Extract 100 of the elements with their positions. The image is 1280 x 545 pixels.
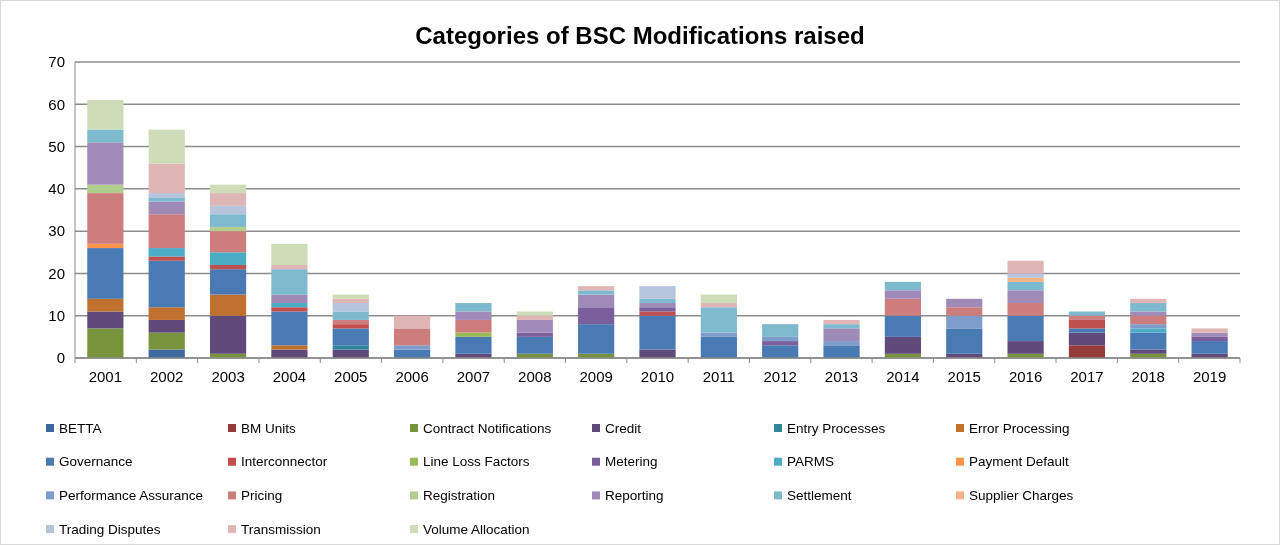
legend-label: BM Units	[241, 420, 297, 436]
bar	[209, 231, 247, 253]
legend-label: Trading Disputes	[59, 521, 161, 537]
bar	[332, 311, 369, 320]
bar	[148, 197, 185, 202]
x-tick-label: 2008	[518, 368, 552, 385]
bar	[1191, 332, 1228, 337]
bar	[578, 307, 615, 325]
bar	[332, 319, 369, 325]
bar	[823, 328, 860, 342]
legend-label: Governance	[59, 454, 133, 470]
x-tick-label: 2014	[886, 368, 920, 385]
bar	[1191, 328, 1228, 333]
bar	[209, 193, 247, 206]
x-tick-label: 2018	[1131, 368, 1165, 385]
bar	[639, 286, 676, 299]
bar	[271, 307, 308, 312]
bar	[1007, 290, 1044, 304]
bar	[1130, 324, 1167, 329]
bar	[209, 205, 247, 215]
legend-label: Supplier Charges	[969, 488, 1074, 504]
bar	[148, 332, 185, 350]
legend-label: Credit	[605, 420, 642, 436]
legend-label: BETTA	[59, 420, 102, 436]
bar	[516, 319, 553, 333]
bar	[1130, 332, 1167, 350]
bar	[455, 332, 492, 337]
x-tick-label: 2007	[456, 368, 491, 385]
bar	[884, 298, 921, 316]
bar	[1068, 332, 1106, 346]
bar	[1068, 311, 1106, 316]
bar	[762, 345, 799, 358]
bar	[516, 336, 553, 354]
bar	[1130, 311, 1167, 316]
x-tick-label: 2002	[150, 368, 184, 385]
bar	[1130, 315, 1167, 325]
bar	[148, 307, 185, 320]
bar	[1007, 277, 1044, 282]
bar	[1068, 319, 1106, 329]
x-tick-label: 2015	[947, 368, 981, 385]
x-tick-label: 2004	[272, 368, 307, 385]
y-tick-label: 10	[48, 306, 65, 324]
bar	[209, 214, 247, 227]
bar	[87, 142, 124, 185]
bar	[271, 345, 308, 350]
x-tick-label: 2009	[579, 368, 613, 385]
y-tick-label: 20	[48, 264, 65, 282]
legend-label: Settlement	[787, 488, 852, 504]
bar	[455, 303, 492, 312]
bar	[271, 269, 308, 295]
legend-label: Interconnector	[241, 454, 328, 470]
bar	[516, 332, 553, 337]
bar	[87, 184, 124, 194]
bar	[87, 328, 124, 358]
bar	[946, 328, 983, 354]
bar	[1130, 298, 1167, 304]
bar	[332, 298, 369, 304]
bar	[884, 290, 921, 299]
x-tick-label: 2019	[1192, 368, 1227, 385]
bar	[946, 307, 983, 316]
bar	[271, 243, 308, 265]
bar	[209, 226, 247, 232]
y-tick-label: 40	[48, 180, 65, 198]
bar	[148, 319, 185, 333]
bar	[639, 311, 676, 316]
legend-label: Payment Default	[969, 454, 1070, 470]
bar	[516, 311, 553, 316]
bar	[148, 163, 185, 194]
x-tick-label: 2016	[1008, 368, 1043, 385]
bar	[1007, 260, 1044, 274]
bar	[1007, 303, 1044, 316]
bar	[578, 324, 615, 354]
bar	[271, 294, 308, 304]
x-tick-label: 2001	[88, 368, 123, 385]
bar	[823, 341, 860, 346]
legend-label: Line Loss Factors	[423, 454, 530, 470]
legend-label: Contract Notifications	[423, 420, 552, 436]
bar	[271, 264, 308, 270]
bar	[700, 336, 737, 358]
bar	[87, 298, 124, 312]
bar	[332, 328, 369, 346]
bar	[884, 281, 921, 291]
bar	[394, 315, 431, 329]
bar	[209, 264, 247, 270]
bar	[639, 315, 676, 350]
bar	[700, 294, 737, 304]
x-tick-label: 2013	[824, 368, 859, 385]
bar	[578, 286, 615, 291]
bar	[762, 324, 799, 337]
legend-label: Reporting	[605, 488, 664, 504]
y-tick-label: 60	[48, 95, 65, 113]
bar	[1191, 336, 1228, 342]
x-tick-label: 2006	[395, 368, 429, 385]
bar	[271, 303, 308, 308]
bar	[1130, 303, 1167, 312]
bar	[209, 294, 247, 316]
y-tick-label: 30	[48, 222, 65, 240]
bar	[332, 324, 369, 329]
bar	[823, 319, 860, 325]
legend-label: PARMS	[787, 454, 835, 470]
